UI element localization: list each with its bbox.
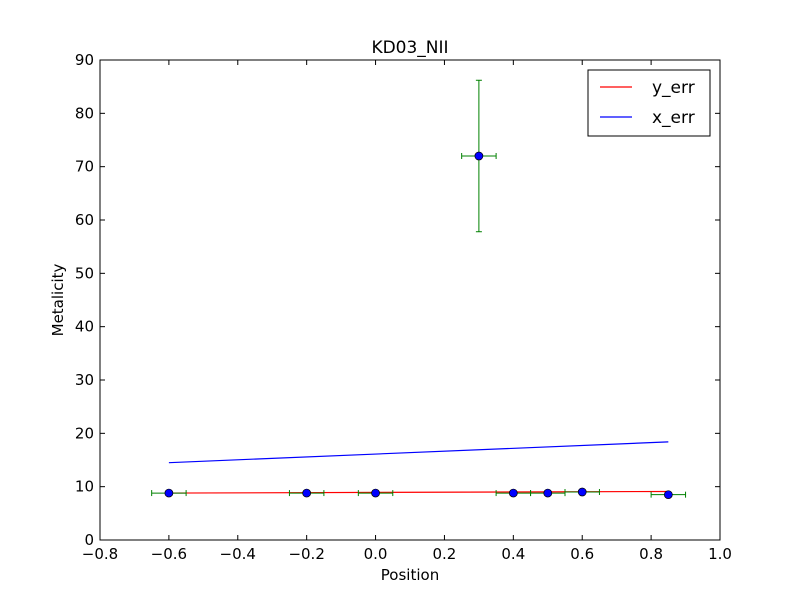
x-axis-label: Position	[381, 566, 439, 584]
data-point	[371, 488, 380, 498]
series-line-x-err	[168, 441, 669, 464]
y-tick-label: 50	[75, 264, 94, 282]
tick-layer: −0.8 −0.6 −0.4 −0.2 0.0 0.2 0.4 0.6 0.8 1.0 0 10 20 3…	[75, 51, 732, 563]
x-tick-label: 0.6	[570, 545, 594, 563]
x-tick-label: 0.0	[364, 545, 388, 563]
data-point	[508, 488, 518, 498]
legend-label-y-err: y_err	[652, 78, 695, 98]
y-tick-label: 70	[75, 158, 94, 176]
y-tick-label: 0	[84, 531, 94, 549]
x-tick-label: −0.8	[82, 545, 118, 563]
y-axis-label: Metalicity	[49, 264, 67, 337]
x-tick-label: 0.2	[433, 545, 457, 563]
x-tick-label: −0.2	[288, 545, 324, 563]
y-tick-label: 80	[75, 104, 94, 122]
y-tick-label: 60	[75, 211, 94, 229]
marker-layer	[164, 151, 673, 500]
legend-box	[587, 69, 711, 137]
legend: y_err x_err	[587, 69, 711, 137]
plot-frame	[99, 59, 721, 541]
y-tick-label: 40	[75, 318, 94, 336]
y-tick-label: 20	[75, 424, 94, 442]
series-layer	[168, 441, 669, 494]
legend-label-x-err: x_err	[652, 108, 695, 128]
x-tick-label: −0.4	[220, 545, 256, 563]
data-point	[663, 490, 673, 500]
data-point	[302, 488, 312, 498]
errorbar-layer	[151, 79, 687, 498]
x-tick-label: 0.8	[639, 545, 663, 563]
data-point	[577, 487, 587, 497]
data-point	[474, 151, 484, 161]
x-tick-label: 1.0	[708, 545, 732, 563]
x-tick-label: 0.4	[501, 545, 525, 563]
y-tick-label: 30	[75, 371, 94, 389]
data-point	[164, 488, 174, 498]
x-tick-label: −0.6	[151, 545, 187, 563]
chart-title: KD03_NII	[371, 38, 448, 58]
y-tick-label: 10	[75, 478, 94, 496]
data-point	[543, 488, 553, 498]
y-tick-label: 90	[75, 51, 94, 69]
